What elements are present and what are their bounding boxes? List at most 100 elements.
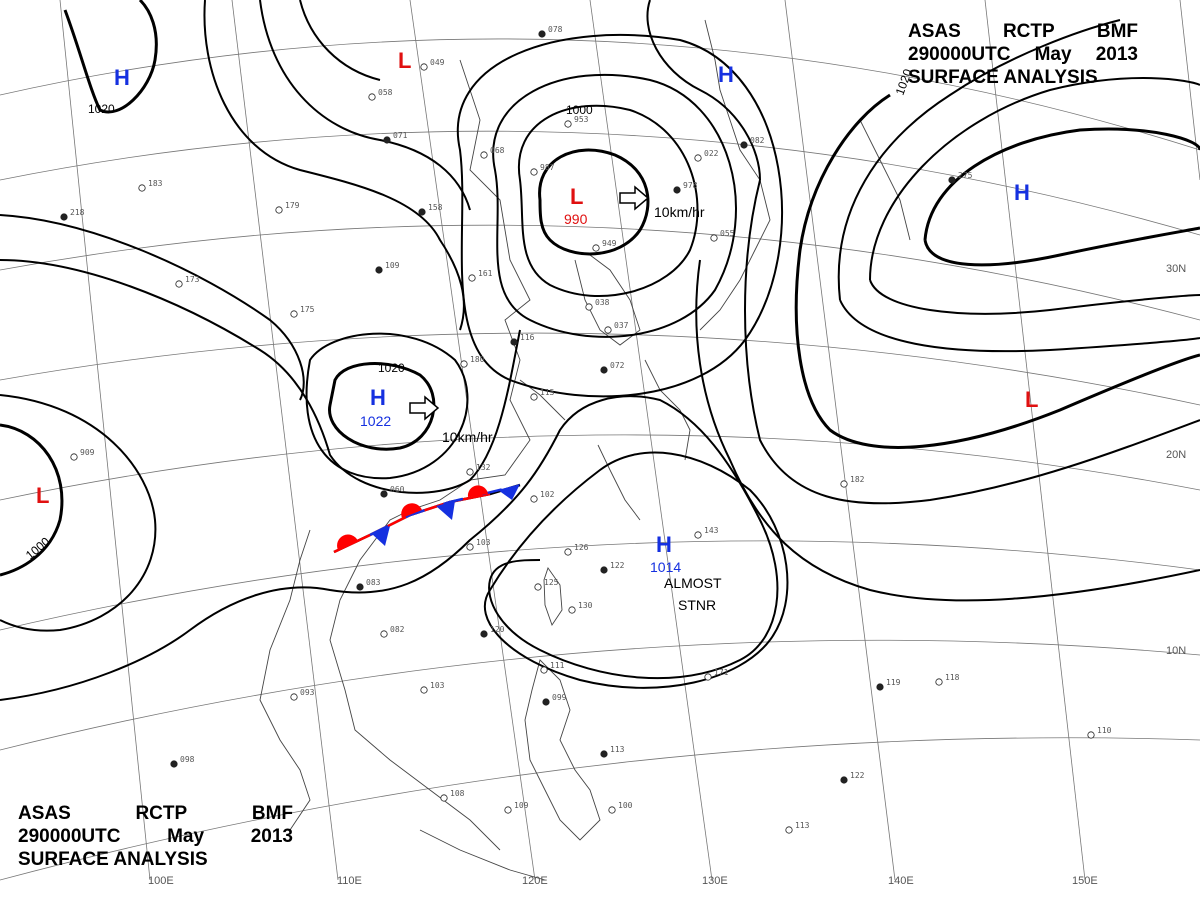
- warm-front-semicircle-1: [337, 534, 358, 550]
- high-center-far-nw: H: [114, 65, 130, 90]
- lon-label-120e: 120E: [522, 875, 548, 887]
- stationary-front: [333, 483, 521, 554]
- coast-kamchatka-hint: [859, 119, 911, 241]
- station-marker: [673, 186, 681, 194]
- isobar-east-2: [744, 179, 1200, 505]
- cold-front-triangle-1: [372, 526, 390, 546]
- isobar-1020-far-nw: [63, 0, 158, 114]
- station-marker: [785, 826, 793, 834]
- station-marker: [290, 693, 298, 701]
- station-marker: [468, 274, 476, 282]
- isobar-west-outer: [0, 394, 157, 632]
- station-pressure-value: 103: [430, 681, 445, 690]
- station-pressure-value: 113: [795, 821, 810, 830]
- station-marker: [542, 698, 550, 706]
- station-pressure-value: 068: [490, 146, 505, 155]
- station-pressure-value: 102: [540, 490, 555, 499]
- station-marker: [600, 366, 608, 374]
- isobar-label-1020-nw: 1020: [88, 102, 115, 116]
- station-pressure-value: 275: [958, 171, 973, 180]
- station-pressure-value: 130: [578, 601, 593, 610]
- isobar-north-east: [646, 0, 761, 181]
- station-pressure-value: 115: [540, 388, 555, 397]
- station-marker: [375, 266, 383, 274]
- station-pressure-value: 072: [610, 361, 625, 370]
- isobar-ne-outer-2: [837, 19, 1121, 301]
- high-center-china: H: [370, 385, 386, 410]
- isobar-long-north-3: [299, 0, 381, 81]
- station-marker: [466, 543, 474, 551]
- station-marker: [380, 490, 388, 498]
- station-marker: [592, 244, 600, 252]
- low-center-west: L: [36, 483, 49, 508]
- station-marker: [418, 208, 426, 216]
- header-datetime-bottom: 290000UTC: [18, 826, 121, 847]
- station-marker: [568, 606, 576, 614]
- station-pressure-value: 158: [428, 203, 443, 212]
- isobar-label-1000-low: 1000: [566, 103, 593, 117]
- station-marker: [704, 673, 712, 681]
- station-pressure-value: 987: [540, 163, 555, 172]
- station-pressure-value: 099: [552, 693, 567, 702]
- station-pressure-value: 179: [285, 201, 300, 210]
- station-pressure-value: 125: [544, 578, 559, 587]
- station-marker: [600, 566, 608, 574]
- isobar-south-big: [0, 395, 779, 701]
- meridian-140e: [784, 0, 896, 881]
- header-product: SURFACE ANALYSIS: [908, 67, 1098, 88]
- station-marker: [420, 686, 428, 694]
- station-marker: [510, 338, 518, 346]
- station-pressure-value: 978: [683, 181, 698, 190]
- isobar-long-north-2: [259, 0, 471, 211]
- lon-label-110e: 110E: [337, 875, 362, 887]
- warm-front-semicircle-2: [401, 503, 422, 518]
- station-pressure-value: 109: [514, 801, 529, 810]
- isobar-long-west-2: [0, 214, 305, 401]
- station-pressure-value: 083: [366, 578, 381, 587]
- motion-arrows: [409, 185, 650, 421]
- station-marker: [840, 480, 848, 488]
- high-center-china-value: 1022: [360, 413, 391, 429]
- station-marker: [356, 583, 364, 591]
- isobar-1020-china-high: [328, 362, 436, 451]
- low-center-main: L: [570, 184, 583, 209]
- station-pressure-value: 183: [148, 179, 163, 188]
- parallel-20n: [0, 434, 1200, 501]
- axis-labels: 100E 110E 120E 130E 140E 150E 30N 20N 10…: [148, 263, 1186, 887]
- station-pressure-value: 161: [478, 269, 493, 278]
- isobar-around-low-2: [492, 73, 737, 338]
- station-pressure-value: 116: [520, 333, 535, 342]
- station-pressure-value: 100: [618, 801, 633, 810]
- header-agency-bottom: ASAS: [18, 803, 71, 824]
- isobar-ne-high-inner: [923, 127, 1200, 241]
- isobar-1020-east-thick: [794, 93, 1200, 449]
- station-pressure-value: 082: [750, 136, 765, 145]
- graticule: [0, 0, 1200, 881]
- station-marker: [175, 280, 183, 288]
- station-pressure-value: 038: [595, 298, 610, 307]
- station-pressure-value: 098: [180, 755, 195, 764]
- note-almost: ALMOST: [664, 575, 722, 591]
- high-center-pacific: H: [656, 532, 672, 557]
- station-marker: [480, 630, 488, 638]
- station-pressure-value: 060: [390, 485, 405, 494]
- station-pressure-value: 909: [80, 448, 95, 457]
- station-marker: [948, 176, 956, 184]
- station-pressure-value: 122: [850, 771, 865, 780]
- station-pressure-value: 132: [476, 463, 491, 472]
- station-pressure-value: 113: [610, 745, 625, 754]
- station-marker: [608, 806, 616, 814]
- station-pressure-value: 949: [602, 239, 617, 248]
- header-office-bottom: BMF: [251, 803, 293, 824]
- parallel-5n: [0, 737, 1200, 881]
- station-marker: [170, 760, 178, 768]
- meridian-120e: [409, 0, 536, 881]
- parallel-40n: [0, 38, 1200, 151]
- meridian-130e: [589, 0, 713, 881]
- station-pressure-value: 055: [720, 229, 735, 238]
- station-marker: [840, 776, 848, 784]
- station-marker: [460, 360, 468, 368]
- station-marker: [876, 683, 884, 691]
- header-product-bottom: SURFACE ANALYSIS: [18, 849, 208, 870]
